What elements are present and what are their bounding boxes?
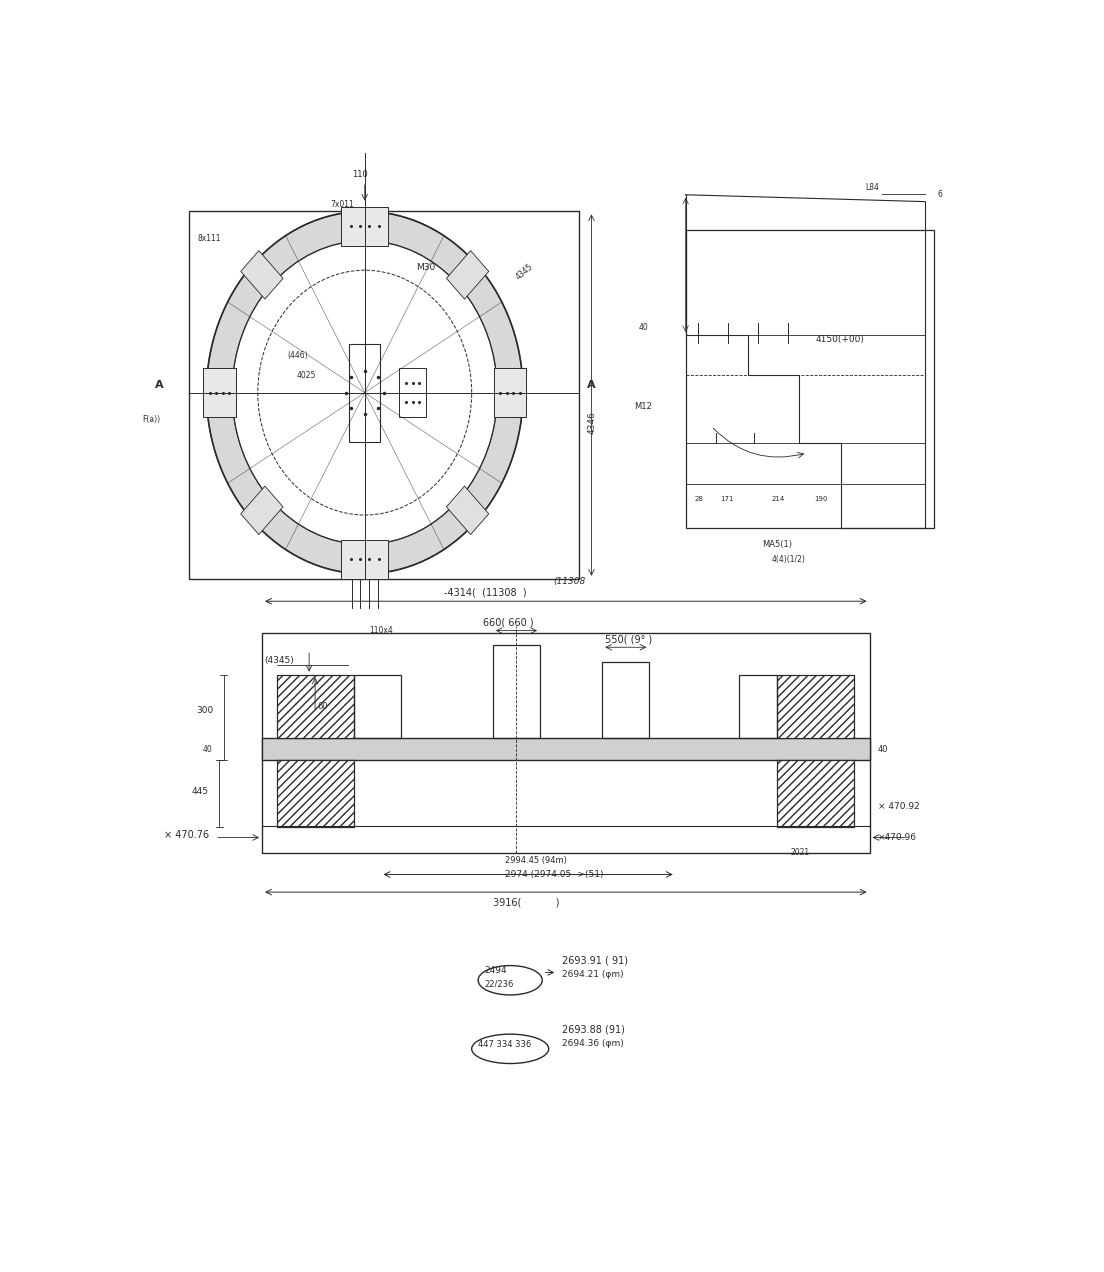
- Bar: [246, 492, 277, 528]
- Bar: [349, 343, 380, 441]
- Bar: [355, 211, 374, 240]
- Bar: [354, 674, 401, 738]
- Bar: [446, 486, 489, 534]
- Bar: [341, 539, 389, 579]
- Text: -4314(  (11308  ): -4314( (11308 ): [444, 588, 527, 598]
- Text: 7x011: 7x011: [330, 200, 354, 209]
- Text: ×470.96: ×470.96: [878, 833, 917, 842]
- Text: 2693.91 ( 91): 2693.91 ( 91): [562, 955, 627, 965]
- Text: 28: 28: [694, 496, 703, 502]
- Bar: [277, 674, 354, 738]
- Bar: [739, 674, 777, 738]
- Bar: [262, 738, 870, 761]
- Bar: [686, 230, 934, 528]
- Text: 4150(+00): 4150(+00): [816, 335, 864, 343]
- Text: 40: 40: [878, 744, 889, 753]
- Bar: [452, 492, 484, 528]
- Bar: [399, 368, 426, 417]
- Bar: [206, 382, 232, 403]
- Bar: [241, 486, 283, 534]
- Text: 40: 40: [638, 323, 648, 332]
- Bar: [203, 368, 235, 417]
- Text: 110: 110: [352, 170, 369, 179]
- Text: M12: M12: [634, 402, 652, 411]
- Text: 2021: 2021: [790, 848, 809, 857]
- Text: 40: 40: [203, 744, 213, 753]
- Text: 3916(           ): 3916( ): [492, 898, 560, 908]
- Text: MA5(1): MA5(1): [763, 541, 793, 550]
- Bar: [777, 761, 854, 827]
- Text: A: A: [587, 380, 596, 389]
- Text: 2694.21 (φm): 2694.21 (φm): [562, 971, 623, 979]
- Bar: [190, 211, 578, 579]
- Bar: [277, 761, 354, 827]
- Bar: [492, 645, 540, 738]
- Bar: [355, 544, 374, 574]
- Text: A: A: [155, 380, 163, 389]
- Text: 2693.88 (91): 2693.88 (91): [562, 1024, 625, 1034]
- Text: M30: M30: [416, 263, 435, 272]
- Text: 22/236: 22/236: [485, 979, 513, 988]
- Text: 660( 660 ): 660( 660 ): [482, 618, 533, 627]
- Text: (446): (446): [288, 351, 308, 360]
- Text: 2494: 2494: [485, 967, 507, 976]
- Bar: [246, 257, 277, 293]
- Text: 4346: 4346: [587, 411, 596, 434]
- Bar: [262, 632, 870, 854]
- Text: 4345: 4345: [514, 262, 535, 282]
- Text: 8x111: 8x111: [198, 234, 222, 243]
- Text: 445: 445: [192, 786, 209, 796]
- Text: 2994.45 (94m): 2994.45 (94m): [505, 856, 567, 865]
- Text: (11308: (11308: [553, 576, 586, 585]
- Text: 214: 214: [771, 496, 785, 502]
- Text: 300: 300: [197, 706, 213, 715]
- Text: 6: 6: [938, 190, 943, 198]
- Text: 60: 60: [318, 702, 328, 711]
- Text: 550( (9° ): 550( (9° ): [605, 635, 652, 645]
- Text: 171: 171: [720, 496, 733, 502]
- Bar: [777, 674, 854, 738]
- Text: × 470.76: × 470.76: [163, 829, 209, 840]
- Text: 4(4)(1/2): 4(4)(1/2): [771, 555, 805, 563]
- Text: 2694.36 (φm): 2694.36 (φm): [562, 1039, 624, 1048]
- Text: 447 334 336: 447 334 336: [478, 1040, 531, 1049]
- Text: (4345): (4345): [265, 656, 295, 665]
- Text: 4025: 4025: [296, 371, 316, 380]
- Text: F(a)): F(a)): [142, 415, 160, 424]
- Bar: [341, 206, 389, 245]
- Bar: [493, 368, 527, 417]
- Bar: [603, 661, 649, 738]
- Text: 2974 (2974.05 ->(51): 2974 (2974.05 ->(51): [505, 870, 604, 879]
- Bar: [452, 257, 484, 293]
- Text: × 470.92: × 470.92: [878, 801, 920, 810]
- Bar: [497, 382, 523, 403]
- Text: 190: 190: [814, 496, 827, 502]
- Polygon shape: [206, 211, 523, 574]
- Text: L84: L84: [866, 183, 879, 192]
- Bar: [446, 251, 489, 299]
- Text: 110x4: 110x4: [369, 626, 393, 635]
- Bar: [241, 251, 283, 299]
